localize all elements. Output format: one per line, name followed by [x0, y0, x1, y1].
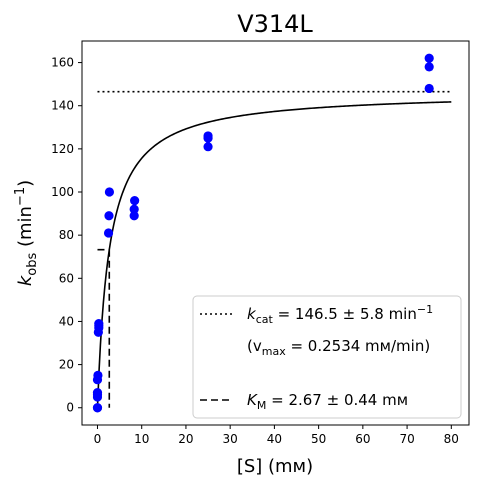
data-point	[92, 403, 103, 413]
y-axis-label-unit-close: )	[15, 180, 36, 187]
y-axis-ticks: 0 20 40 60 80 100 120 140 160	[51, 56, 82, 415]
data-point	[104, 187, 115, 197]
y-tick-label: 60	[59, 271, 74, 285]
data-point	[424, 53, 434, 63]
y-tick-label: 100	[51, 185, 74, 199]
data-point	[424, 83, 434, 94]
y-axis-label-sub: obs	[25, 253, 40, 276]
legend-vmax-open: (v	[247, 337, 262, 355]
y-tick-label: 160	[51, 56, 74, 70]
plot-area	[92, 53, 452, 413]
data-point	[129, 211, 139, 221]
legend-kcat-sub: cat	[256, 313, 274, 326]
data-point	[130, 196, 140, 206]
legend-vmax-sub: max	[262, 345, 286, 358]
y-tick-label: 20	[59, 358, 74, 372]
x-axis-label: [S] (mм)	[237, 456, 313, 477]
y-tick-label: 0	[66, 401, 74, 415]
y-tick-label: 40	[59, 314, 74, 328]
y-axis-label-unit-sup: −1	[13, 187, 28, 206]
x-tick-label: 40	[267, 432, 282, 446]
y-tick-label: 120	[51, 142, 74, 156]
legend: kcat = 146.5 ± 5.8 min−1 (vmax = 0.2534 …	[192, 295, 462, 419]
axes-frame	[81, 40, 470, 426]
data-point	[103, 228, 114, 238]
legend-km-entry: KM = 2.67 ± 0.44 mм	[247, 391, 408, 412]
data-point	[129, 204, 139, 214]
legend-kcat-entry: kcat = 146.5 ± 5.8 min−1	[247, 303, 433, 326]
data-point	[93, 370, 103, 380]
data-point	[424, 62, 434, 72]
legend-km-text: = 2.67 ± 0.44 mм	[266, 391, 408, 409]
y-tick-label: 140	[51, 99, 74, 113]
y-axis-label-main: k	[15, 274, 36, 286]
x-tick-label: 30	[223, 432, 238, 446]
x-tick-label: 70	[399, 432, 414, 446]
legend-km-prefix: K	[247, 391, 258, 409]
x-tick-label: 60	[355, 432, 370, 446]
fit-curve	[96, 101, 452, 408]
y-tick-label: 80	[59, 228, 74, 242]
y-axis-label: kobs (min−1)	[13, 180, 40, 286]
legend-kcat-text: = 146.5 ± 5.8 min	[273, 305, 417, 323]
data-point	[203, 142, 213, 152]
x-axis-ticks: 0 10 20 30 40 50 60 70 80	[94, 425, 459, 446]
x-tick-label: 10	[134, 432, 149, 446]
data-point	[92, 388, 103, 398]
x-tick-label: 20	[178, 432, 193, 446]
data-point	[203, 131, 213, 141]
legend-km-sub: M	[257, 399, 267, 412]
chart-title: V314L	[237, 10, 313, 38]
x-tick-label: 50	[311, 432, 326, 446]
y-axis-label-unit-open: (min	[15, 206, 36, 253]
legend-box	[192, 295, 462, 419]
data-point	[94, 319, 104, 329]
x-tick-label: 0	[94, 432, 102, 446]
legend-kcat-prefix: k	[247, 305, 257, 323]
legend-vmax-entry: (vmax = 0.2534 mм/min)	[247, 337, 430, 358]
data-point	[104, 211, 114, 221]
legend-vmax-text: = 0.2534 mм/min)	[286, 337, 430, 355]
x-tick-label: 80	[444, 432, 459, 446]
legend-kcat-sup: −1	[417, 303, 433, 316]
